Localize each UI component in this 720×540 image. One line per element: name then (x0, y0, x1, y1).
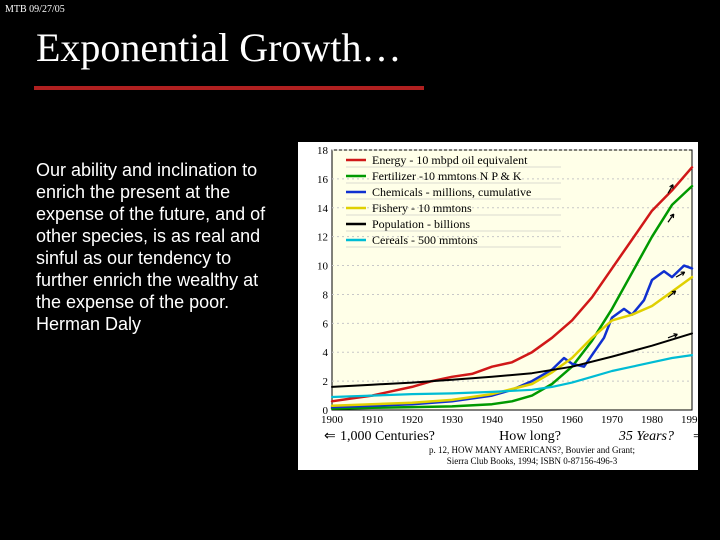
x-tick-label: 1910 (361, 414, 384, 426)
page-title: Exponential Growth… (36, 24, 402, 71)
legend-label: Population - billions (372, 217, 470, 231)
y-tick-label: 14 (317, 203, 329, 215)
slide: MTB 09/27/05 Exponential Growth… Our abi… (0, 0, 720, 540)
x-tick-label: 1950 (521, 414, 544, 426)
growth-chart: 0246810121416181900191019201930194019501… (298, 142, 698, 470)
body-quote: Our ability and inclination to enrich th… (36, 160, 281, 336)
caption-mid: How long? (499, 429, 561, 444)
caption-left: 1,000 Centuries? (340, 429, 435, 444)
header-stamp: MTB 09/27/05 (5, 4, 65, 15)
legend-label: Fishery - 10 mmtons (372, 201, 472, 215)
legend-label: Cereals - 500 mmtons (372, 233, 478, 247)
x-tick-label: 1940 (481, 414, 504, 426)
chart-svg: 0246810121416181900191019201930194019501… (298, 142, 698, 470)
caption-left-arrow: ⇐ (324, 429, 336, 444)
y-tick-label: 12 (317, 232, 328, 244)
source-line-1: p. 12, HOW MANY AMERICANS?, Bouvier and … (429, 445, 635, 455)
y-tick-label: 2 (323, 376, 329, 388)
y-tick-label: 10 (317, 261, 329, 273)
y-tick-label: 6 (323, 318, 329, 330)
x-tick-label: 1970 (601, 414, 624, 426)
legend-label: Energy - 10 mbpd oil equivalent (372, 153, 528, 167)
y-tick-label: 16 (317, 174, 329, 186)
legend-label: Fertilizer -10 mmtons N P & K (372, 169, 522, 183)
caption-right-arrow: ⇒ (693, 429, 698, 444)
legend-label: Chemicals - millions, cumulative (372, 185, 531, 199)
x-tick-label: 1960 (561, 414, 584, 426)
y-tick-label: 8 (323, 289, 329, 301)
y-tick-label: 4 (323, 347, 329, 359)
caption-right: 35 Years? (618, 429, 674, 444)
source-line-2: Sierra Club Books, 1994; ISBN 0-87156-49… (447, 456, 618, 466)
x-tick-label: 1900 (321, 414, 344, 426)
y-tick-label: 18 (317, 145, 329, 157)
x-tick-label: 1990 (681, 414, 698, 426)
x-tick-label: 1980 (641, 414, 664, 426)
title-underline (34, 86, 424, 90)
x-tick-label: 1920 (401, 414, 424, 426)
x-tick-label: 1930 (441, 414, 464, 426)
